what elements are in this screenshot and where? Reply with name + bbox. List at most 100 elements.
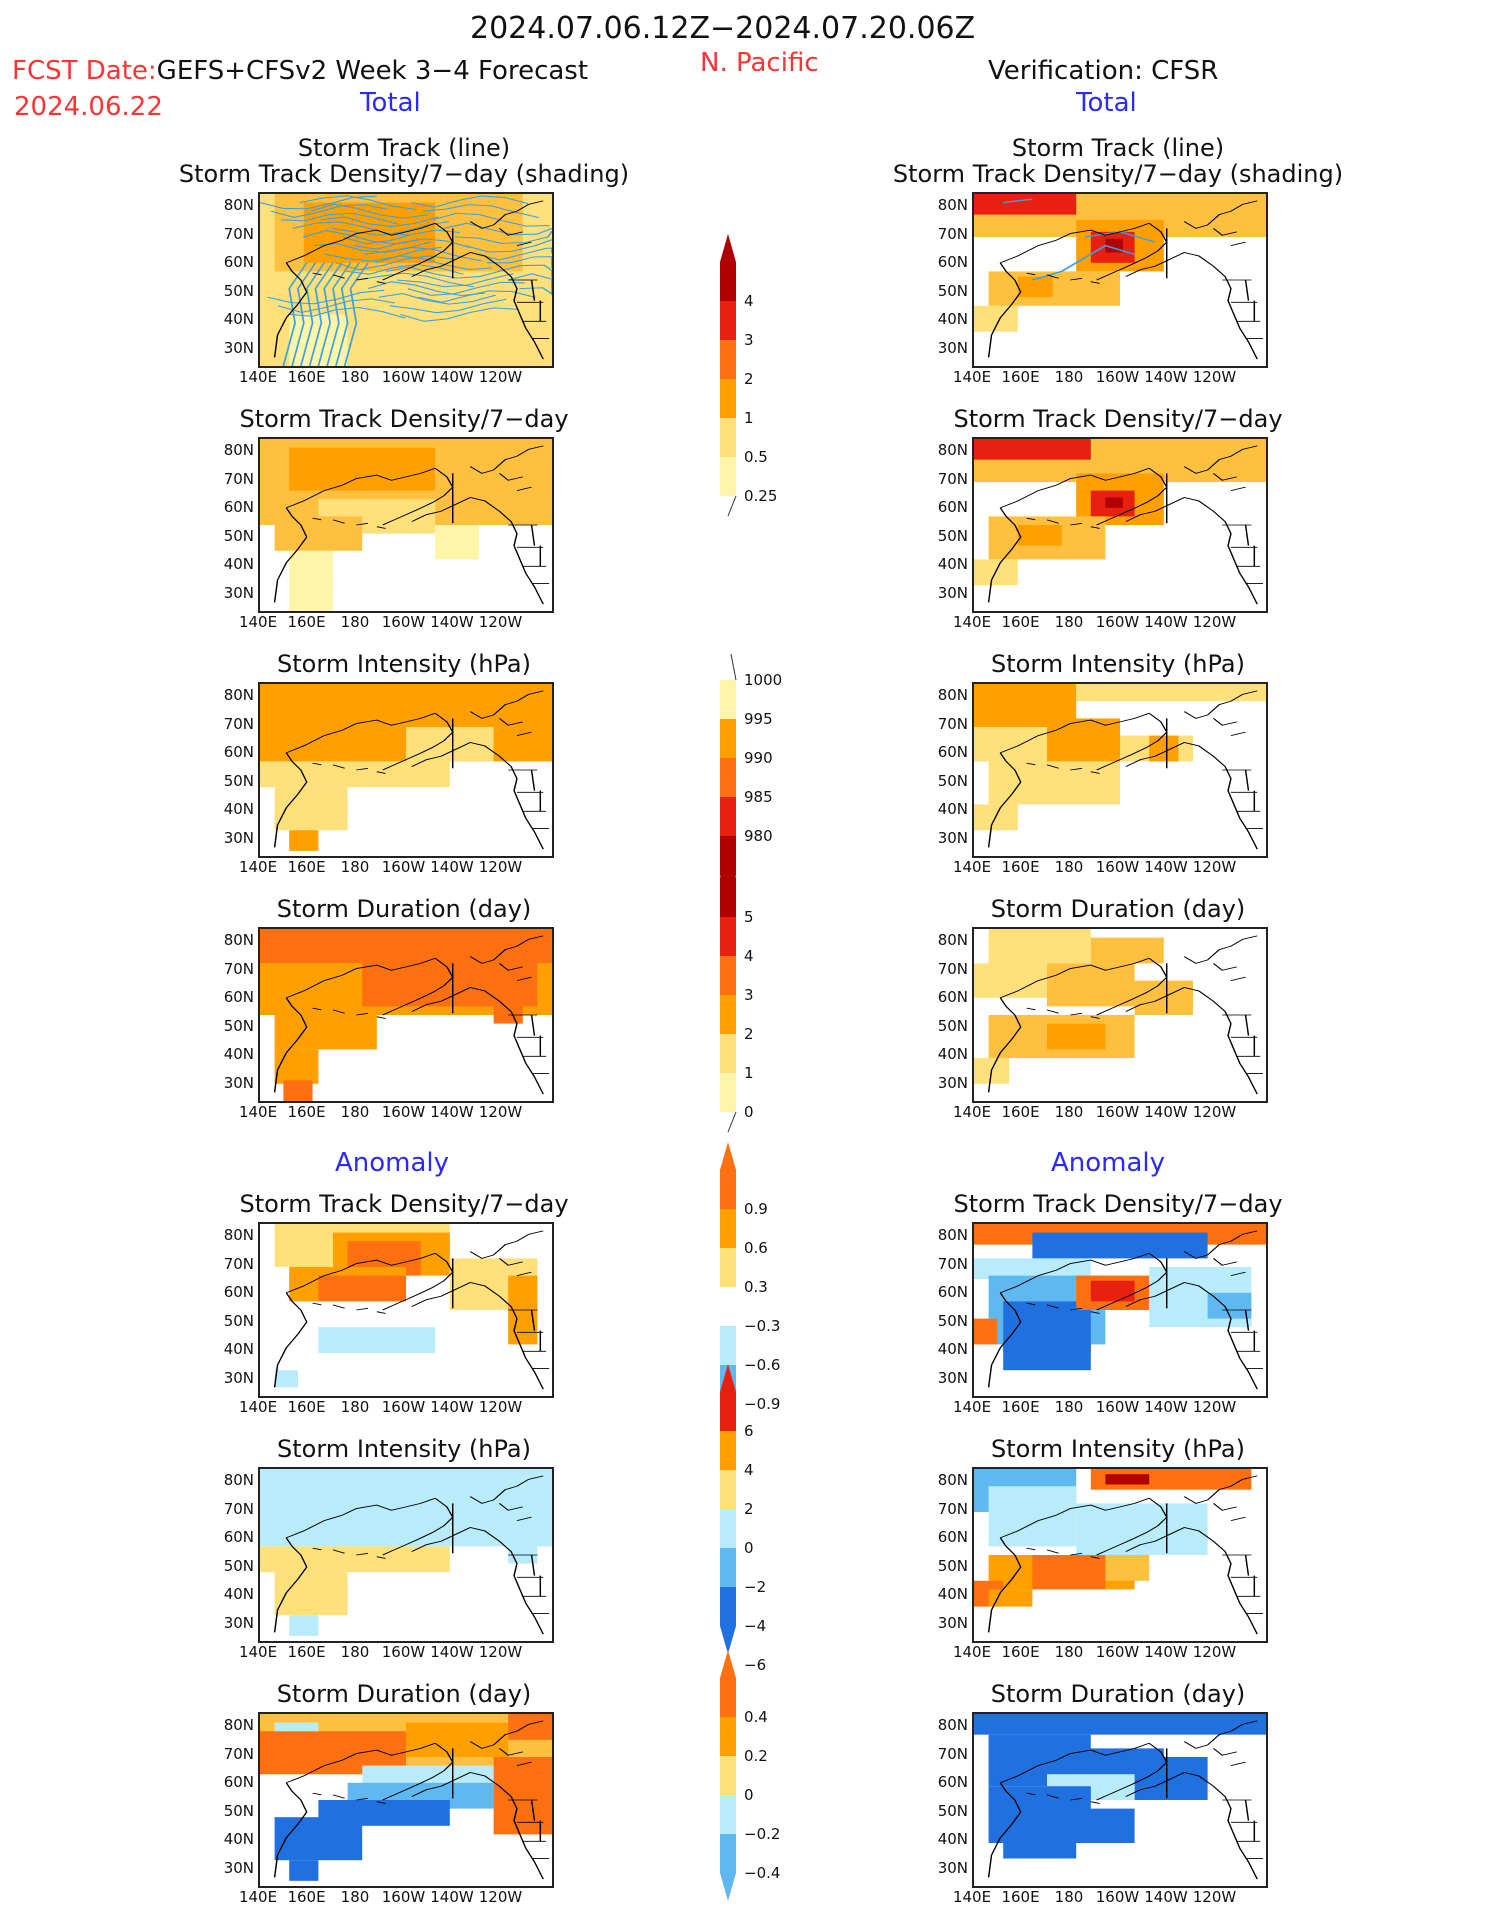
lon-label: 140W	[1144, 858, 1188, 876]
panel-title-l0-0: Storm Track (line)	[297, 134, 511, 162]
colorbar-label: 2	[744, 370, 754, 388]
lat-label: 70N	[937, 1254, 968, 1273]
lon-label: 140W	[1144, 1643, 1188, 1661]
colorbar-label: 1000	[744, 671, 783, 689]
lat-label: 70N	[937, 1744, 968, 1763]
lon-label: 140W	[1144, 613, 1188, 631]
lat-label: 30N	[223, 1613, 254, 1632]
lon-label: 160E	[1001, 1643, 1040, 1661]
lon-label: 140E	[238, 613, 278, 631]
map-r3	[972, 927, 1268, 1103]
lon-label: 160W	[1095, 368, 1140, 386]
panel-title-l5-0: Storm Intensity (hPa)	[277, 1435, 531, 1463]
lon-label: 140W	[430, 368, 474, 386]
lat-label: 60N	[223, 253, 254, 271]
lon-label: 180	[1054, 1398, 1084, 1416]
lon-label: 160E	[287, 613, 326, 631]
lon-label: 140E	[952, 1888, 992, 1906]
lat-label: 50N	[937, 281, 968, 300]
lon-label: 140E	[952, 368, 992, 386]
lat-label: 60N	[223, 743, 254, 761]
colorbar-label: −0.4	[744, 1864, 781, 1882]
lat-label: 30N	[223, 338, 254, 357]
map-r1	[972, 437, 1268, 613]
map-r2	[972, 682, 1268, 858]
lat-label: 50N	[223, 1556, 254, 1575]
colorbar-label: 995	[744, 710, 773, 728]
lon-label: 160E	[1001, 1888, 1040, 1906]
lat-label: 70N	[223, 714, 254, 733]
colorbar-label: 4	[744, 292, 754, 310]
colorbar-duration-total	[718, 850, 838, 1133]
lat-label: 70N	[937, 1499, 968, 1518]
lat-label: 40N	[937, 1045, 968, 1063]
map-l0	[258, 192, 554, 368]
lat-label: 70N	[223, 469, 254, 488]
lon-label: 160W	[1095, 1643, 1140, 1661]
lat-label: 80N	[223, 1471, 254, 1489]
panel-title-r2-0: Storm Intensity (hPa)	[991, 650, 1245, 678]
lat-label: 60N	[223, 1773, 254, 1791]
lon-label: 120W	[478, 1398, 523, 1416]
lat-label: 40N	[223, 800, 254, 818]
lon-label: 140W	[430, 1398, 474, 1416]
lon-label: 180	[340, 1888, 370, 1906]
lon-label: 120W	[1192, 1643, 1237, 1661]
lon-label: 160W	[381, 1643, 426, 1661]
lon-label: 160E	[1001, 368, 1040, 386]
lon-label: 160E	[1001, 1103, 1040, 1121]
lat-label: 30N	[223, 828, 254, 847]
lat-label: 40N	[223, 1585, 254, 1603]
lat-label: 40N	[937, 1585, 968, 1603]
lon-label: 140W	[430, 1643, 474, 1661]
panel-title-l2-0: Storm Intensity (hPa)	[277, 650, 531, 678]
lon-label: 180	[1054, 368, 1084, 386]
lon-label: 120W	[1192, 1398, 1237, 1416]
lon-label: 160E	[287, 368, 326, 386]
lat-label: 40N	[937, 310, 968, 328]
lon-label: 140E	[238, 368, 278, 386]
lon-label: 140E	[952, 858, 992, 876]
lon-label: 160W	[1095, 1103, 1140, 1121]
colorbar-label: 0.25	[744, 487, 778, 505]
lat-label: 80N	[937, 1716, 968, 1734]
panel-title-l4-0: Storm Track Density/7−day	[239, 1190, 569, 1218]
colorbar-label: 980	[744, 827, 773, 845]
left-total-label: Total	[360, 88, 421, 118]
colorbar-label: 4	[744, 1461, 754, 1479]
lat-label: 30N	[937, 1073, 968, 1092]
panel-title-r6-0: Storm Duration (day)	[990, 1680, 1246, 1708]
colorbar-label: 1	[744, 1064, 754, 1082]
lon-label: 140E	[238, 1888, 278, 1906]
lat-label: 40N	[937, 1340, 968, 1358]
lat-label: 40N	[223, 1340, 254, 1358]
lat-label: 80N	[223, 441, 254, 459]
lon-label: 120W	[478, 613, 523, 631]
panel-title-r0-1: Storm Track Density/7−day (shading)	[892, 160, 1344, 188]
lon-label: 180	[340, 858, 370, 876]
colorbar-duration-anom	[718, 1650, 838, 1901]
colorbar-label: −0.3	[744, 1317, 781, 1335]
panel-title-r4-0: Storm Track Density/7−day	[953, 1190, 1283, 1218]
map-l6	[258, 1712, 554, 1888]
date-range-title: 2024.07.06.12Z−2024.07.20.06Z	[470, 11, 976, 46]
lat-label: 40N	[223, 1830, 254, 1848]
lat-label: 50N	[223, 1801, 254, 1820]
lat-label: 80N	[223, 196, 254, 214]
lon-label: 140E	[238, 858, 278, 876]
lon-label: 160E	[287, 1398, 326, 1416]
panel-title-l0-1: Storm Track Density/7−day (shading)	[178, 160, 630, 188]
lat-label: 60N	[223, 498, 254, 516]
lat-label: 30N	[937, 1613, 968, 1632]
lat-label: 80N	[937, 196, 968, 214]
lat-label: 60N	[223, 988, 254, 1006]
colorbar-label: 0	[744, 1103, 754, 1121]
lat-label: 30N	[937, 828, 968, 847]
lon-label: 120W	[1192, 858, 1237, 876]
map-r4	[972, 1222, 1268, 1398]
colorbar-label: 1	[744, 409, 754, 427]
lat-label: 70N	[937, 714, 968, 733]
lat-label: 60N	[937, 988, 968, 1006]
region-label: N. Pacific	[700, 48, 819, 78]
lat-label: 50N	[223, 1016, 254, 1035]
